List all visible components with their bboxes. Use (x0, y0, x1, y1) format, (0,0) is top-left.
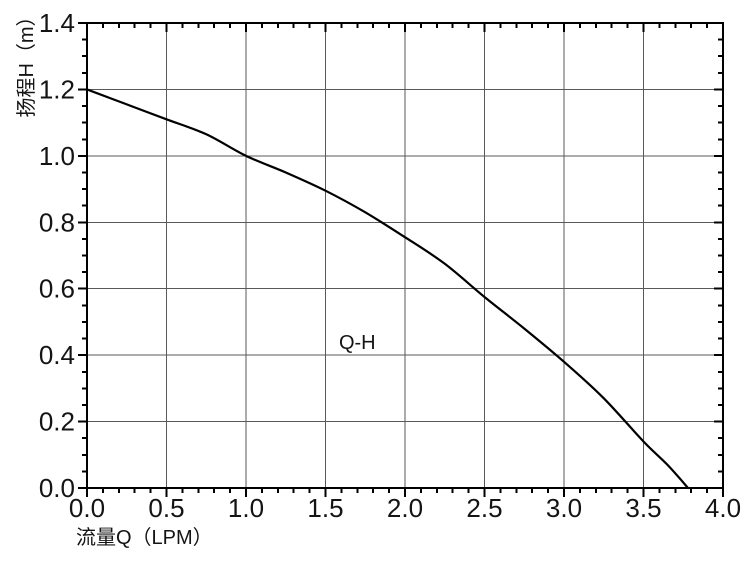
gridlines (87, 23, 723, 488)
tick-labels: 0.0 0.5 1.0 1.5 2.0 2.5 3.0 3.5 4.0 0.0 0.2 0.4 0.6 0… (39, 8, 741, 523)
x-axis-title: 流量Q（LPM） (76, 526, 213, 549)
y-tick-label: 0.4 (39, 340, 75, 370)
y-tick-label: 1.0 (39, 141, 75, 171)
y-tick-label: 0.8 (39, 207, 75, 237)
y-axis-title: 扬程H（m） (15, 6, 38, 117)
x-tick-label: 1.5 (307, 493, 343, 523)
y-tick-label: 1.2 (39, 74, 75, 104)
y-tick-label: 0.6 (39, 274, 75, 304)
curve-layer (85, 88, 690, 490)
x-tick-label: 0.5 (148, 493, 184, 523)
qh-curve (85, 88, 690, 490)
axis-ticks (78, 22, 724, 497)
x-tick-label: 2.5 (466, 493, 502, 523)
y-tick-label: 0.0 (39, 473, 75, 503)
x-tick-label: 3.0 (546, 493, 582, 523)
y-tick-label: 0.2 (39, 407, 75, 437)
x-tick-label: 3.5 (625, 493, 661, 523)
x-tick-label: 4.0 (705, 493, 741, 523)
y-tick-label: 1.4 (39, 8, 75, 38)
x-tick-label: 0.0 (69, 493, 105, 523)
x-tick-label: 2.0 (387, 493, 423, 523)
curve-label-qh: Q-H (339, 332, 376, 354)
x-tick-label: 1.0 (228, 493, 264, 523)
